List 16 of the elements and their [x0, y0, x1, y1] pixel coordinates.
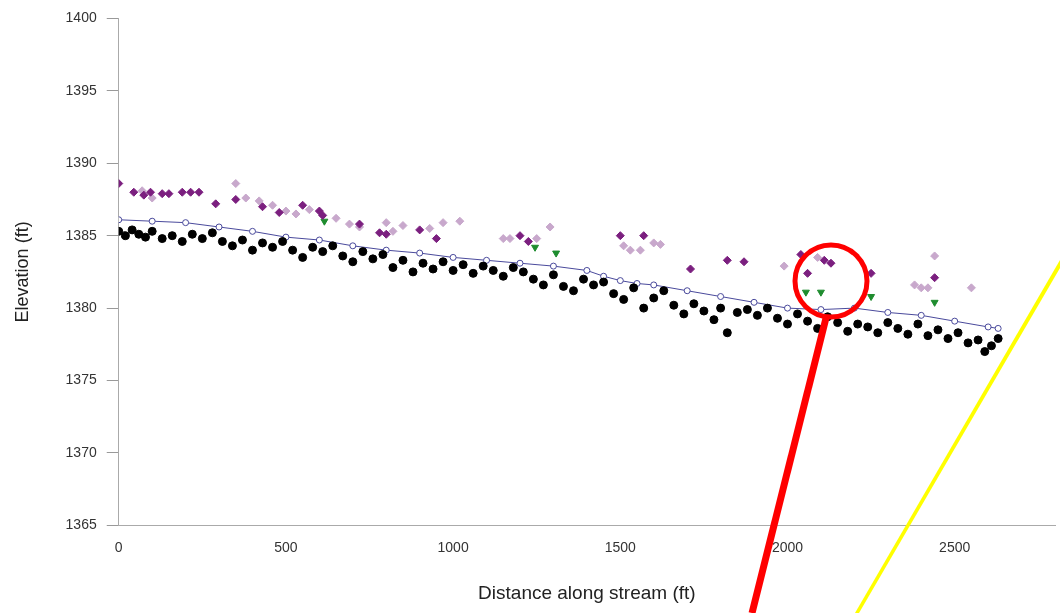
y-tick-label: 1365 — [65, 516, 97, 533]
x-tick-label: 1000 — [437, 538, 469, 555]
y-tick-label: 1400 — [65, 9, 97, 26]
x-tick-label: 2000 — [771, 538, 804, 555]
y-tick-label: 1390 — [65, 154, 97, 171]
x-axis-title: Distance along stream (ft) — [478, 581, 696, 603]
x-tick-label: 2500 — [939, 538, 971, 555]
y-tick-label: 1370 — [65, 443, 97, 460]
y-tick-label: 1375 — [65, 371, 97, 388]
x-tick-label: 0 — [114, 538, 123, 555]
y-axis-title: Elevation (ft) — [11, 221, 32, 323]
x-tick-label: 500 — [274, 538, 298, 555]
x-tick-label: 1500 — [604, 538, 637, 555]
y-tick-label: 1385 — [65, 226, 97, 243]
y-tick-label: 1395 — [65, 81, 97, 98]
y-tick-label: 1380 — [65, 298, 97, 315]
